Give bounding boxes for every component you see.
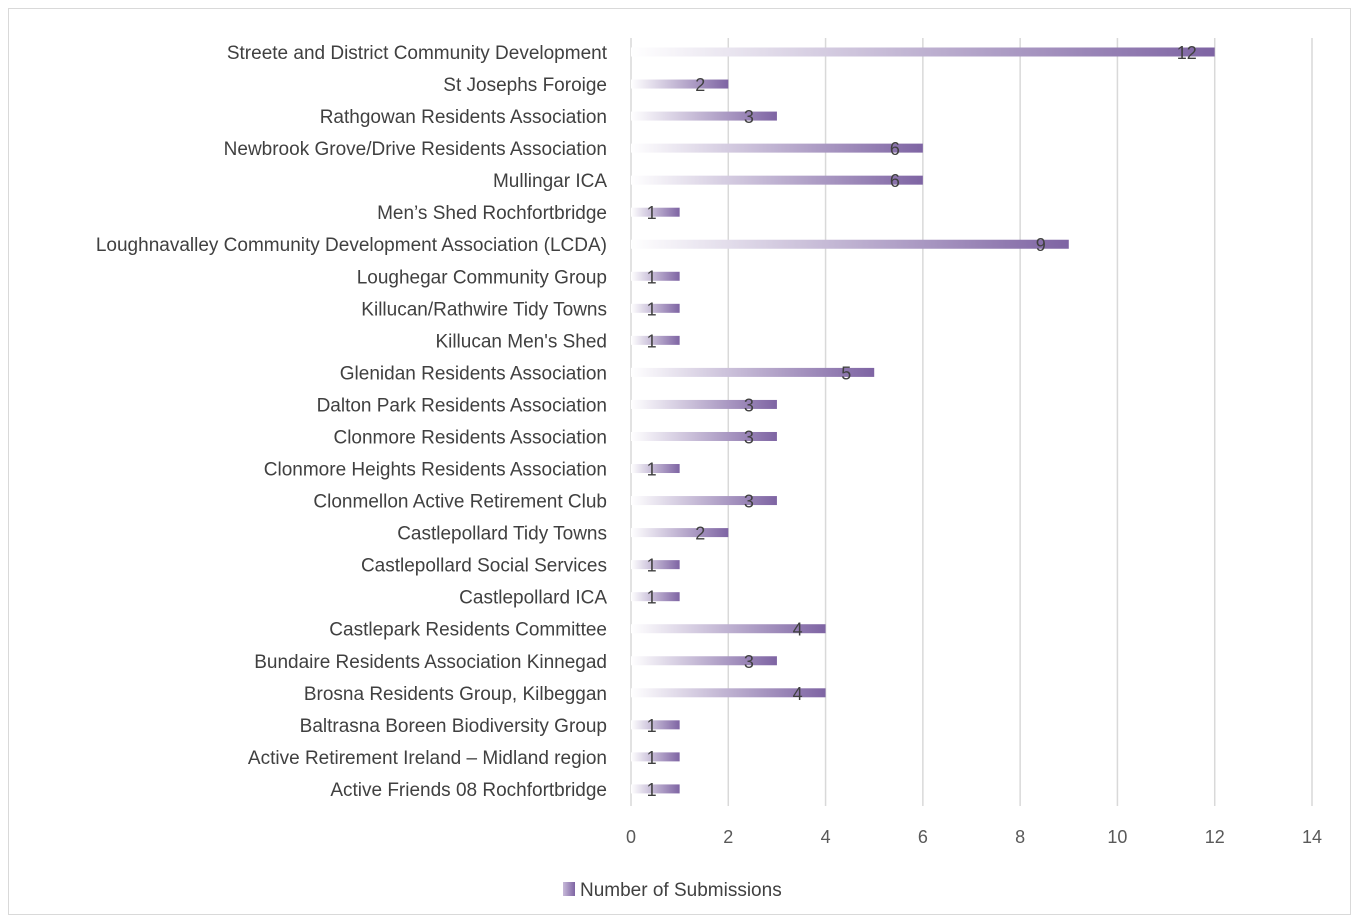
- bar: [631, 112, 777, 121]
- category-label: Active Friends 08 Rochfortbridge: [330, 780, 607, 801]
- x-tick-label-12: 12: [1205, 827, 1225, 847]
- data-labels: 12 2 3 6 6 1 9 1 1 1 5 3 3 1 3 2 1 1 4 3 4 1 1 1: [647, 43, 1197, 800]
- data-label: 1: [647, 748, 657, 768]
- bar: [631, 400, 777, 409]
- bar: [631, 528, 728, 537]
- data-label: 6: [890, 171, 900, 191]
- x-tick-label-2: 2: [723, 827, 733, 847]
- category-label: Clonmore Heights Residents Association: [264, 460, 607, 481]
- legend-label: Number of Submissions: [580, 880, 782, 901]
- x-axis-tick-labels: 0 2 4 6 8 10 12 14: [626, 827, 1322, 847]
- data-label: 4: [793, 620, 803, 640]
- data-label: 4: [793, 684, 803, 704]
- data-label: 12: [1177, 43, 1197, 63]
- category-label: St Josephs Foroige: [443, 75, 607, 96]
- data-label: 1: [647, 460, 657, 480]
- bar: [631, 48, 1215, 57]
- category-label: Clonmellon Active Retirement Club: [313, 492, 607, 513]
- category-label: Baltrasna Boreen Biodiversity Group: [300, 716, 607, 737]
- data-label: 1: [647, 299, 657, 319]
- category-label: Castlepollard Social Services: [361, 556, 607, 577]
- legend-swatch: [563, 882, 575, 896]
- x-tick-label-8: 8: [1015, 827, 1025, 847]
- bar: [631, 368, 874, 377]
- bar: [631, 496, 777, 505]
- data-label: 3: [744, 107, 754, 127]
- data-label: 1: [647, 267, 657, 287]
- category-labels: Streete and District Community Developme…: [96, 43, 608, 801]
- bar: [631, 80, 728, 89]
- data-label: 1: [647, 331, 657, 351]
- category-label: Killucan Men's Shed: [435, 331, 607, 352]
- category-label: Glenidan Residents Association: [340, 363, 607, 384]
- bar: [631, 240, 1069, 249]
- category-label: Mullingar ICA: [493, 171, 607, 192]
- data-label: 1: [647, 716, 657, 736]
- category-label: Castlepollard Tidy Towns: [397, 524, 607, 545]
- category-label: Streete and District Community Developme…: [227, 43, 608, 64]
- category-label: Brosna Residents Group, Kilbeggan: [304, 684, 607, 705]
- data-label: 1: [647, 203, 657, 223]
- data-label: 3: [744, 652, 754, 672]
- category-label: Clonmore Residents Association: [333, 427, 607, 448]
- data-label: 2: [695, 524, 705, 544]
- x-tick-label-10: 10: [1107, 827, 1127, 847]
- x-tick-label-6: 6: [918, 827, 928, 847]
- data-label: 3: [744, 427, 754, 447]
- x-tick-label-4: 4: [821, 827, 831, 847]
- x-tick-label-14: 14: [1302, 827, 1322, 847]
- category-label: Rathgowan Residents Association: [320, 107, 607, 128]
- data-label: 5: [841, 363, 851, 383]
- data-label: 1: [647, 780, 657, 800]
- data-label: 1: [647, 588, 657, 608]
- category-label: Active Retirement Ireland – Midland regi…: [248, 748, 607, 769]
- x-tick-label-0: 0: [626, 827, 636, 847]
- category-label: Castlepollard ICA: [459, 588, 607, 609]
- legend: Number of Submissions: [563, 880, 782, 901]
- data-label: 9: [1036, 235, 1046, 255]
- data-label: 2: [695, 75, 705, 95]
- bar: [631, 432, 777, 441]
- category-label: Dalton Park Residents Association: [317, 395, 607, 416]
- category-label: Killucan/Rathwire Tidy Towns: [361, 299, 607, 320]
- data-label: 3: [744, 395, 754, 415]
- bar: [631, 656, 777, 665]
- category-label: Newbrook Grove/Drive Residents Associati…: [224, 139, 607, 160]
- bar: [631, 176, 923, 185]
- data-label: 3: [744, 492, 754, 512]
- category-label: Castlepark Residents Committee: [329, 620, 607, 641]
- data-label: 1: [647, 556, 657, 576]
- category-label: Men’s Shed Rochfortbridge: [377, 203, 607, 224]
- bar: [631, 144, 923, 153]
- category-label: Bundaire Residents Association Kinnegad: [254, 652, 607, 673]
- data-label: 6: [890, 139, 900, 159]
- category-label: Loughegar Community Group: [357, 267, 607, 288]
- category-label: Loughnavalley Community Development Asso…: [96, 235, 607, 256]
